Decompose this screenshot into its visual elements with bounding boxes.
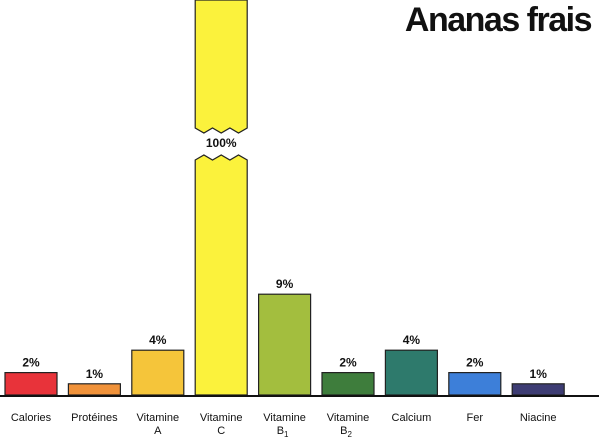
category-label: Protéines: [71, 412, 118, 424]
bar-top-segment: [194, 0, 248, 134]
value-label: 2%: [466, 356, 484, 370]
bar: [321, 372, 375, 396]
value-label: 4%: [149, 333, 167, 347]
chart-title: Ananas frais: [404, 1, 593, 39]
category-label: Vitamine: [263, 412, 306, 424]
category-label: Calcium: [392, 412, 432, 424]
category-label: Vitamine: [136, 412, 179, 424]
bar: [258, 293, 312, 396]
category-label: Vitamine: [327, 412, 370, 424]
bar: [4, 372, 58, 396]
category-label-line2: B1: [277, 425, 289, 439]
value-label: 9%: [276, 277, 294, 291]
bar: [131, 349, 185, 396]
category-label: Calories: [11, 412, 52, 424]
bar: [194, 154, 248, 396]
category-label-line2: B2: [340, 425, 352, 439]
bar: [448, 372, 502, 396]
bar: [384, 349, 438, 396]
category-subscript: 2: [347, 430, 352, 439]
bar: [67, 383, 122, 396]
value-label: 2%: [22, 356, 40, 370]
value-label: 100%: [206, 136, 237, 150]
value-label: 2%: [339, 356, 357, 370]
category-label-line2: A: [154, 425, 162, 437]
category-label: Fer: [467, 412, 484, 424]
category-subscript: 1: [284, 430, 289, 439]
value-label: 1%: [530, 367, 548, 381]
category-labels: Calories Protéines VitamineAVitamineCVitam…: [11, 412, 557, 439]
category-label: Vitamine: [200, 412, 243, 424]
category-label: Niacine: [520, 412, 557, 424]
value-label: 1%: [86, 367, 104, 381]
bars-layer: [4, 0, 565, 396]
labels-layer: 2% 1% 4% 100% 9% 2% 4% 2% 1%: [22, 136, 547, 381]
bar: [511, 383, 565, 396]
category-label-line2: C: [217, 425, 225, 437]
value-label: 4%: [403, 333, 421, 347]
